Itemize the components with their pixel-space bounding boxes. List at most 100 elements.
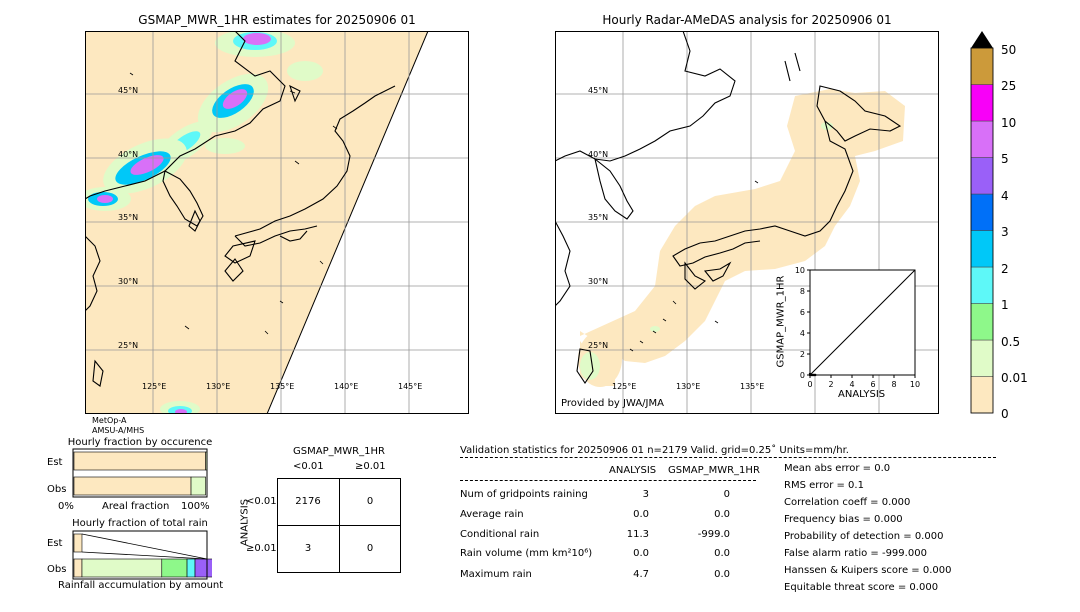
scatter-diagonal — [809, 269, 916, 376]
score-line: RMS error = 0.1 — [784, 480, 864, 491]
scatter-xtick-label: 8 — [891, 380, 896, 389]
contingency-cell: 0 — [366, 496, 374, 507]
colorbar-tick: 3 — [1001, 225, 1009, 239]
scatter-xtick-label: 4 — [849, 380, 854, 389]
sensor-name: AMSU-A/MHS — [92, 426, 145, 435]
stat-analysis: 3 — [642, 489, 649, 500]
score-line: Hanssen & Kuipers score = 0.000 — [784, 565, 952, 576]
rain-connector — [81, 533, 208, 560]
occurrence-est-label: Est — [47, 457, 63, 468]
scatter-point — [814, 373, 817, 377]
colorbar-tick: 0 — [1001, 407, 1009, 421]
scatter-inset: 0 2 4 6 8 10 0 2 4 6 8 10 — [795, 266, 920, 389]
scatter-ytick-label: 8 — [800, 287, 805, 296]
score-line: Frequency bias = 0.000 — [784, 514, 903, 525]
stat-est: 0.0 — [714, 548, 730, 559]
colorbar-over-arrow — [971, 31, 993, 48]
contingency-row-label: ≥0.01 — [246, 543, 277, 554]
colorbar-segment — [970, 266, 994, 304]
stat-est: 0 — [723, 489, 730, 500]
colorbar-tick: 1 — [1001, 298, 1009, 312]
data-credit: Provided by JWA/JMA — [561, 398, 664, 409]
colorbar-segment — [970, 303, 994, 341]
colorbar-segment — [970, 84, 994, 122]
right-lat-label: 45°N — [588, 86, 609, 95]
left-lat-label: 35°N — [118, 213, 139, 222]
colorbar-tick: 10 — [1001, 116, 1017, 130]
right-lon-label: 125°E — [612, 382, 637, 391]
score-line: Probability of detection = 0.000 — [784, 531, 944, 542]
scatter-xtick-label: 0 — [807, 380, 812, 389]
left-lat-label: 25°N — [118, 341, 139, 350]
scatter-ytick-label: 4 — [800, 329, 805, 338]
colorbar-segment — [970, 120, 994, 158]
contingency-cell: 3 — [304, 543, 312, 554]
colorbar-segment — [970, 157, 994, 195]
occurrence-title: Hourly fraction by occurence — [67, 437, 213, 448]
colorbar-segment — [970, 230, 994, 268]
stat-analysis: 0.0 — [633, 509, 649, 520]
contingency-title: GSMAP_MWR_1HR — [293, 446, 385, 457]
scatter-marks — [808, 269, 916, 377]
fraction-bar-segment — [73, 476, 192, 496]
contingency-col-label: ≥0.01 — [355, 461, 386, 472]
colorbar-tick: 5 — [1001, 152, 1009, 166]
fraction-bar-segment — [81, 558, 163, 578]
validation-header: Validation statistics for 20250906 01 n=… — [460, 445, 849, 456]
stat-label: Num of gridpoints raining — [460, 489, 588, 500]
right-lon-label: 135°E — [740, 382, 765, 391]
left-gridlines — [85, 31, 469, 414]
stat-label: Rain volume (mm km²10⁶) — [460, 548, 593, 559]
fraction-bar-segment — [73, 451, 206, 471]
left-lat-label: 45°N — [118, 86, 139, 95]
stat-analysis: 11.3 — [626, 529, 649, 540]
scatter-ytick-label: 2 — [800, 350, 805, 359]
contingency-col-label: <0.01 — [293, 461, 324, 472]
occurrence-tick-100: 100% — [181, 501, 210, 512]
radar-light-rain — [580, 122, 833, 380]
left-lon-label: 145°E — [398, 382, 423, 391]
scatter-ytick-label: 6 — [800, 308, 805, 317]
scatter-xtick-label: 6 — [870, 380, 875, 389]
right-lat-label: 40°N — [588, 150, 609, 159]
colorbar-tick: 0.5 — [1001, 335, 1021, 349]
scatter-ticks: 0 2 4 6 8 10 0 2 4 6 8 10 — [795, 266, 920, 389]
left-swath — [85, 31, 428, 414]
stat-analysis: 0.0 — [633, 548, 649, 559]
stat-label: Conditional rain — [460, 529, 540, 540]
colorbar-segment — [970, 376, 994, 414]
totalrain-est-label: Est — [47, 538, 63, 549]
fraction-bar-segment — [161, 558, 188, 578]
scatter-xtick-label: 10 — [910, 380, 920, 389]
totalrain-bars — [73, 533, 212, 578]
right-coastlines — [555, 31, 902, 384]
right-lon-label: 130°E — [676, 382, 701, 391]
scatter-xtick-label: 2 — [828, 380, 833, 389]
left-coastlines — [85, 31, 396, 387]
validation-col-est: GSMAP_MWR_1HR — [668, 465, 760, 476]
contingency-cell: 0 — [366, 543, 374, 554]
fraction-bar-segment — [186, 558, 196, 578]
rain-connector — [81, 551, 208, 560]
stat-analysis: 4.7 — [633, 569, 649, 580]
left-lat-label: 40°N — [118, 150, 139, 159]
totalrain-obs-label: Obs — [47, 564, 67, 575]
fraction-bar-segment — [73, 533, 83, 553]
contingency-cell: 2176 — [295, 496, 321, 507]
left-lon-label: 125°E — [142, 382, 167, 391]
right-lat-label: 35°N — [588, 213, 609, 222]
right-lat-label: 25°N — [588, 341, 609, 350]
occurrence-xlabel: Areal fraction — [102, 501, 170, 512]
totalrain-chart — [72, 530, 212, 580]
colorbar-segments — [970, 47, 994, 414]
scatter-ylabel: GSMAP_MWR_1HR — [775, 275, 787, 368]
occurrence-obs-label: Obs — [47, 484, 67, 495]
right-map-title: Hourly Radar-AMeDAS analysis for 2025090… — [602, 13, 892, 27]
validation-divider — [460, 480, 756, 481]
left-lon-label: 130°E — [206, 382, 231, 391]
colorbar-segment — [970, 193, 994, 231]
scatter-xlabel: ANALYSIS — [838, 389, 886, 400]
occurrence-bars — [73, 451, 208, 496]
totalrain-title: Hourly fraction of total rain — [72, 518, 208, 529]
validation-col-analysis: ANALYSIS — [609, 465, 657, 476]
